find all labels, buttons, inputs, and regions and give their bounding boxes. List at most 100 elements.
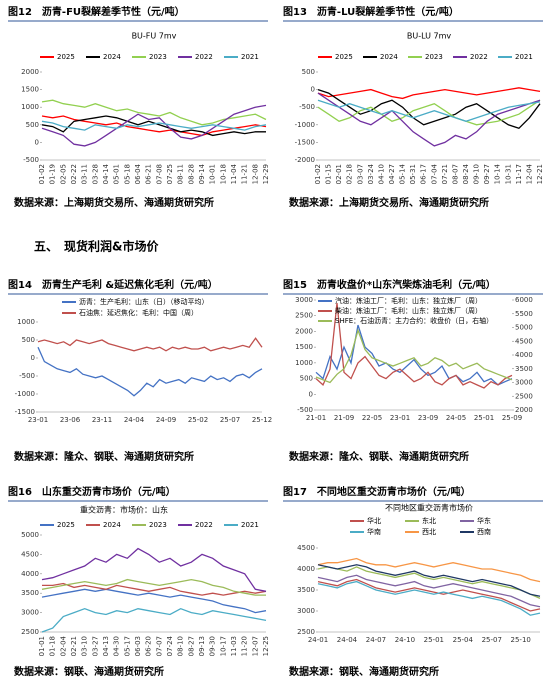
- y-tick-label: 3500: [21, 589, 39, 597]
- figure-caption: 图13 沥青-LU裂解差季节性（元/吨）: [283, 5, 459, 18]
- x-tick-label: 03-10: [81, 636, 89, 656]
- x-tick-label: 03-07: [356, 164, 364, 184]
- y-tick-label: 500: [302, 68, 315, 76]
- source-note: 数据来源：钢联、海通期货研究所: [289, 665, 439, 678]
- x-tick-label: 08-07: [451, 164, 459, 184]
- series-line: [317, 99, 541, 122]
- x-tick-label: 01-02: [314, 164, 322, 184]
- x-tick-label: 24-05: [446, 414, 466, 422]
- x-tick-label: 05-31: [409, 164, 417, 184]
- x-tick-label: 23-01: [28, 416, 48, 424]
- y-tick-label: 0: [31, 354, 35, 362]
- y-tick-label: 0: [309, 390, 313, 398]
- y-tick-label: 1000: [295, 359, 313, 367]
- x-tick-label: 24-04: [124, 416, 145, 424]
- y-tick-label: 1000: [21, 103, 39, 111]
- legend-label: 柴油：炼油工厂：毛利：山东：独立炼厂（周）: [335, 306, 482, 315]
- y-tick-label: 4500: [21, 550, 39, 558]
- series-line: [37, 337, 263, 352]
- x-tick-label: 09-14: [198, 163, 206, 184]
- series-line: [315, 328, 513, 384]
- figure-caption: 图17 不同地区重交沥青市场价（元/吨）: [283, 485, 471, 498]
- section-heading: 五、 现货利润&市场价: [34, 239, 159, 254]
- x-tick-label: 23-11: [92, 416, 112, 424]
- series-line: [317, 578, 541, 612]
- y2-tick-label: 4500: [515, 337, 533, 345]
- y2-tick-label: 6000: [515, 296, 533, 304]
- x-tick-label: 08-27: [187, 636, 195, 656]
- x-tick-label: 07-24: [166, 635, 174, 656]
- x-tick-label: 21-01: [306, 414, 326, 422]
- x-tick-label: 12-08: [251, 164, 259, 184]
- legend-label: 沥青：生产毛利：山东（日）（移动平均）: [79, 297, 209, 306]
- x-tick-label: 09-27: [483, 164, 491, 184]
- legend-label: 2025: [335, 53, 353, 61]
- x-tick-label: 03-27: [91, 636, 99, 656]
- x-tick-label: 07-25: [166, 164, 174, 184]
- x-tick-label: 21-09: [334, 414, 354, 422]
- x-tick-label: 03-11: [81, 164, 89, 184]
- x-tick-label: 24-01: [308, 636, 328, 644]
- series-line: [317, 92, 541, 147]
- x-tick-label: 09-13: [198, 636, 206, 656]
- series-line: [315, 324, 513, 386]
- y-tick-label: -500: [297, 406, 313, 414]
- y-tick-label: 0: [311, 86, 315, 94]
- x-tick-label: 10-14: [494, 163, 502, 184]
- x-tick-label: 04-30: [113, 636, 121, 656]
- x-tick-label: 04-27: [388, 164, 396, 184]
- legend-label: 2022: [195, 521, 213, 529]
- x-tick-label: 09-30: [209, 636, 217, 656]
- y-tick-label: 2500: [297, 628, 315, 636]
- y-tick-label: 2500: [295, 312, 313, 320]
- series-line: [41, 104, 267, 147]
- x-tick-label: 22-05: [362, 414, 382, 422]
- chart-subtitle: 不同地区重交沥青市场价: [385, 503, 473, 513]
- series-line: [315, 303, 513, 389]
- legend-label: 2023: [149, 521, 167, 529]
- x-tick-label: 02-22: [70, 164, 78, 184]
- legend-label: 汽油：炼油工厂：毛利：山东：独立炼厂（周）: [335, 296, 482, 305]
- x-tick-label: 06-03: [134, 636, 142, 656]
- legend-label: SHFE：石油沥青：主力合约：收盘价（日，右轴）: [335, 316, 493, 325]
- chart-subtitle: BU-LU 7mv: [407, 32, 452, 41]
- y-tick-label: -500: [23, 156, 39, 164]
- x-tick-label: 12-29: [262, 164, 270, 184]
- y2-tick-label: 2000: [515, 406, 533, 414]
- series-line: [41, 607, 267, 633]
- series-line: [41, 578, 266, 596]
- series-line: [317, 564, 541, 597]
- y-tick-label: -500: [299, 103, 315, 111]
- y-tick-label: 500: [22, 336, 35, 344]
- legend-label: 2021: [241, 53, 259, 61]
- x-tick-label: 25-07: [482, 636, 502, 644]
- series-line: [41, 115, 266, 137]
- y2-tick-label: 3500: [515, 365, 533, 373]
- legend-label: 东北: [422, 516, 436, 525]
- y2-tick-label: 5000: [515, 324, 533, 332]
- x-tick-label: 07-04: [430, 163, 438, 184]
- x-tick-label: 08-28: [187, 164, 195, 184]
- x-tick-label: 05-01: [113, 164, 121, 184]
- y2-tick-label: 4000: [515, 351, 533, 359]
- legend-label: 华北: [367, 516, 381, 525]
- y-tick-label: 4000: [21, 570, 39, 578]
- x-tick-label: 05-18: [123, 164, 131, 184]
- x-tick-label: 03-28: [91, 164, 99, 184]
- x-tick-label: 02-21: [70, 636, 78, 656]
- x-tick-label: 07-07: [155, 636, 163, 656]
- x-tick-label: 01-01: [38, 636, 46, 656]
- series-line: [41, 120, 267, 131]
- y-tick-label: 500: [26, 121, 39, 129]
- series-line: [41, 547, 267, 592]
- x-tick-label: 25-02: [188, 416, 208, 424]
- legend-label: 石油焦：延迟焦化：毛利：中国（周）: [79, 308, 198, 317]
- figure-caption: 图12 沥青-FU裂解差季节性（元/吨）: [8, 5, 185, 18]
- source-note: 数据来源：钢联、海通期货研究所: [14, 665, 164, 678]
- legend-label: 2023: [149, 53, 167, 61]
- x-tick-label: 25-12: [252, 416, 272, 424]
- y-tick-label: 5000: [21, 531, 39, 539]
- y-tick-label: 0: [35, 138, 39, 146]
- y-tick-label: 2500: [21, 628, 39, 636]
